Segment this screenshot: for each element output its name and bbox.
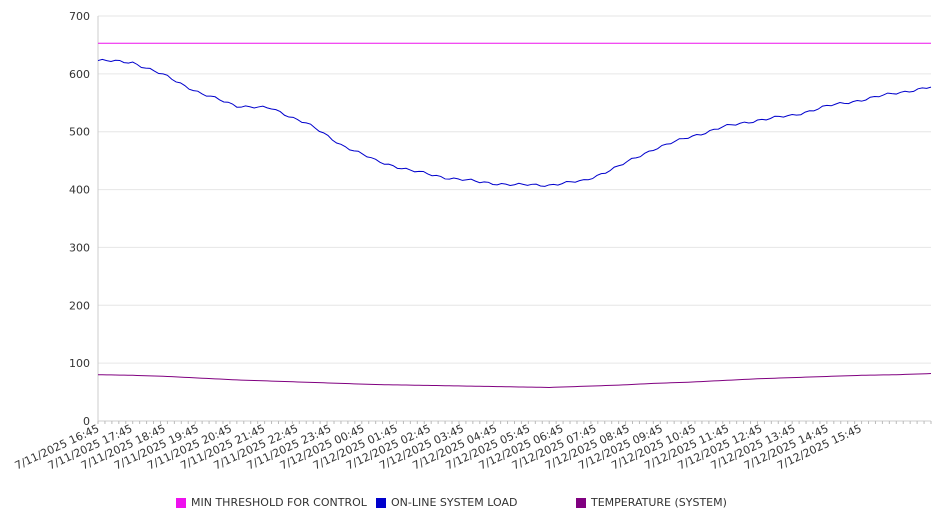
y-tick-labels: 0 100 200 300 400 500 600 700: [69, 10, 90, 428]
legend-item-min-threshold[interactable]: MIN THRESHOLD FOR CONTROL: [176, 496, 367, 509]
legend-swatch-temperature: [576, 497, 586, 508]
y-tick-label: 400: [69, 184, 90, 197]
y-tick-label: 500: [69, 126, 90, 139]
axes: [97, 16, 931, 422]
x-tick-labels: 7/11/2025 16:457/11/2025 17:457/11/2025 …: [13, 421, 932, 472]
legend-item-system-load[interactable]: ON-LINE SYSTEM LOAD: [376, 496, 517, 509]
series-line-2: [97, 373, 932, 388]
legend-label-min-threshold: MIN THRESHOLD FOR CONTROL: [191, 496, 367, 509]
legend-swatch-system-load: [376, 497, 386, 508]
legend: MIN THRESHOLD FOR CONTROL ON-LINE SYSTEM…: [0, 496, 946, 516]
legend-label-temperature: TEMPERATURE (SYSTEM): [591, 496, 727, 509]
y-tick-label: 300: [69, 241, 90, 254]
y-tick-label: 100: [69, 357, 90, 370]
grid-lines: [98, 15, 931, 364]
legend-item-temperature[interactable]: TEMPERATURE (SYSTEM): [576, 496, 727, 509]
y-tick-label: 0: [83, 415, 90, 428]
legend-swatch-min-threshold: [176, 497, 186, 508]
y-tick-label: 600: [69, 68, 90, 81]
legend-label-system-load: ON-LINE SYSTEM LOAD: [391, 496, 518, 509]
y-tick-label: 700: [69, 10, 90, 23]
y-tick-label: 200: [69, 299, 90, 312]
series-lines: [97, 42, 932, 388]
series-line-1: [97, 58, 932, 187]
